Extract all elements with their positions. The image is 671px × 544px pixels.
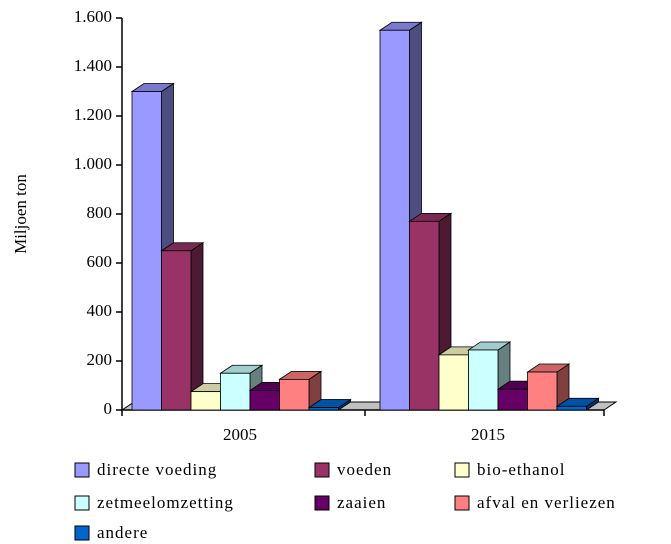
- legend-label: zaaien: [337, 493, 386, 512]
- x-tick-label: 2015: [471, 425, 505, 444]
- bar: [220, 372, 251, 411]
- legend-label: zetmeelomzetting: [97, 493, 234, 512]
- bar: [379, 29, 410, 411]
- y-tick-label: 1.000: [74, 154, 112, 173]
- legend-swatch: [314, 462, 330, 478]
- y-axis-label: Miljoen ton: [11, 174, 30, 254]
- bar: [190, 391, 221, 411]
- legend-label: directe voeding: [97, 460, 217, 479]
- bar: [161, 250, 192, 411]
- y-tick-label: 1.600: [74, 7, 112, 26]
- legend-label: bio-ethanol: [477, 460, 565, 479]
- legend-swatch: [74, 495, 90, 511]
- y-tick-label: 1.400: [74, 56, 112, 75]
- y-tick-label: 600: [87, 252, 113, 271]
- legend-swatch: [74, 525, 90, 541]
- legend-swatch: [314, 495, 330, 511]
- bar: [497, 388, 528, 411]
- legend-swatch: [454, 462, 470, 478]
- legend-swatch: [74, 462, 90, 478]
- legend-label: andere: [97, 523, 148, 542]
- bar: [131, 91, 162, 411]
- y-tick-label: 400: [87, 301, 113, 320]
- legend-label: voeden: [337, 460, 392, 479]
- bar: [409, 220, 440, 411]
- x-tick-label: 2005: [223, 425, 257, 444]
- bar: [527, 371, 558, 411]
- legend-swatch: [454, 495, 470, 511]
- bar: [308, 407, 339, 411]
- y-tick-label: 0: [104, 399, 113, 418]
- y-tick-label: 1.200: [74, 105, 112, 124]
- legend-label: afval en verliezen: [477, 493, 616, 512]
- y-tick-label: 800: [87, 203, 113, 222]
- bar: [556, 405, 587, 411]
- y-tick-label: 200: [87, 350, 113, 369]
- bar: [438, 354, 469, 411]
- bar: [279, 378, 310, 411]
- bar: [468, 349, 499, 411]
- bar: [249, 389, 280, 411]
